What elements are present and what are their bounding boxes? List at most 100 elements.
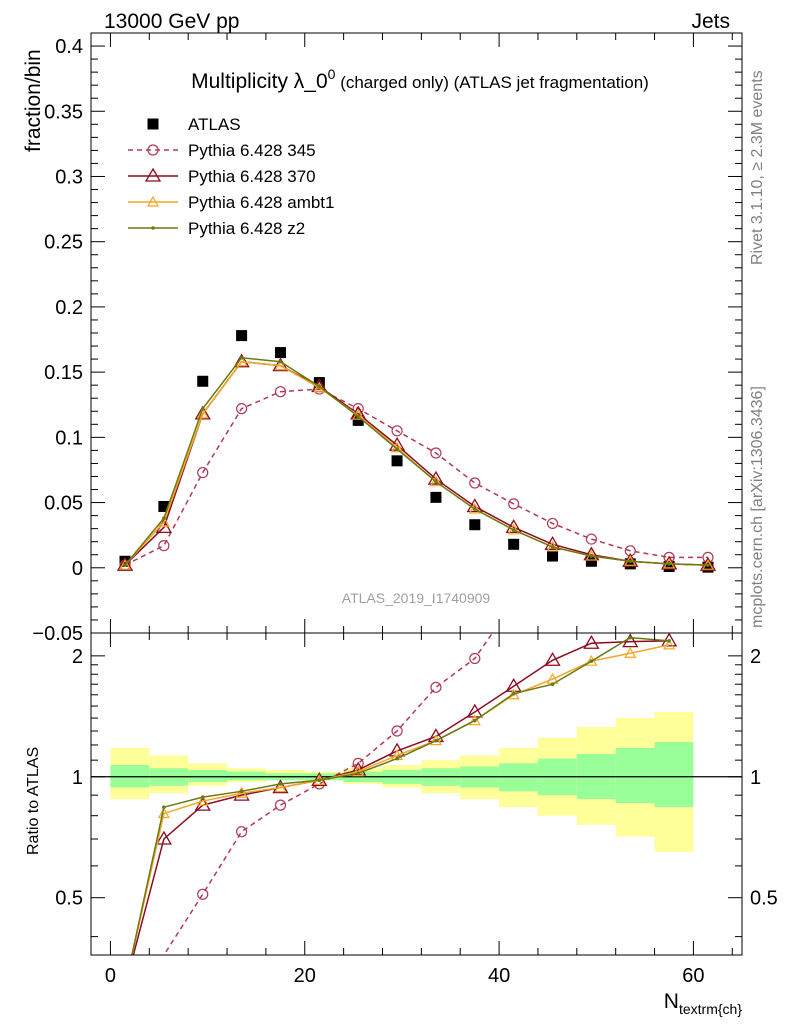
main-point-atlas [702,561,714,573]
main-point-atlas [197,375,209,387]
main-point-z2 [123,563,127,567]
main-point-z2 [628,559,633,564]
main-point-p345 [702,551,714,563]
ratio-point-ambt1 [196,794,209,806]
main-point-ambt1 [313,381,326,393]
main-point-p345 [158,540,170,552]
ratio-line-ambt1 [131,644,670,955]
main-point-p370 [194,405,211,420]
ratio-point-ambt1 [274,781,287,793]
ratio-point-p370 [505,677,522,692]
ratio-point-z2 [317,778,322,783]
ratio-ytick-label: 0.5 [55,888,83,910]
main-point-ambt1 [429,475,442,487]
main-ytick-label: 0.35 [44,101,83,123]
main-ytick-label: 0.2 [55,297,83,319]
main-point-p345 [508,498,520,510]
main-point-p370 [505,519,522,533]
xlabel: Ntextrm{ch} [664,990,743,1017]
analysis-watermark: ATLAS_2019_I1740909 [342,590,491,606]
main-point-p345 [469,477,481,489]
ratio-axes: 0.5 0.51 12 20 20 40 60 [55,632,778,987]
main-point-p370 [116,556,134,571]
ratio-point-z2 [628,635,633,640]
main-point-z2 [550,545,555,549]
ratio-point-p370 [583,634,600,649]
ratio-point-z2 [589,659,594,663]
main-point-p370 [233,353,250,368]
ratio-point-ambt1 [507,688,520,700]
mcplots-label: mcplots.cern.ch [arXiv:1306.3436] [749,386,766,628]
main-point-p345 [585,533,597,545]
main-line-p345 [124,388,708,566]
main-point-p370 [544,536,561,550]
ratio-series-z2 [131,635,671,955]
main-point-ambt1 [274,359,287,371]
main-point-atlas [585,555,597,567]
legend-label-p345: Pythia 6.428 345 [188,141,316,160]
ratio-frame [90,632,743,956]
legend-label-atlas: ATLAS [188,115,241,134]
main-point-z2 [278,359,283,364]
header-right: Jets [691,10,730,33]
main-line-p370 [124,360,709,566]
legend-marker-p370 [144,167,162,182]
ratio-point-p345 [430,681,442,693]
xlabel-subscript: textrm{ch} [679,1001,742,1017]
ratio-point-ambt1 [624,647,637,658]
ratio-point-ambt1 [663,638,676,650]
ratio-point-z2 [472,718,477,723]
main-point-z2 [589,554,594,558]
main-point-z2 [667,562,671,566]
main-ytick-label: 0.25 [44,232,83,254]
ratio-point-z2 [162,805,166,809]
ratio-ytick-label: 2 [72,646,83,668]
ratio-series-ambt1 [131,638,676,955]
main-point-z2 [200,406,205,411]
main-point-p345 [197,466,209,479]
main-point-ambt1 [468,502,481,514]
ratio-point-ambt1 [352,765,365,777]
ratio-point-ambt1 [585,654,598,666]
main-title-text: Multiplicity λ_0 [191,70,328,93]
main-axes: −0.05 0 0.05 0.1 0.15 0.2 0.25 0.3 0.35 0.4 [32,32,743,645]
main-point-atlas [352,414,364,426]
band-inner [615,747,655,804]
xtick-label: 40 [488,965,510,987]
legend-label-z2: Pythia 6.428 z2 [188,219,305,238]
main-point-z2 [511,528,516,532]
ratio-point-p345 [469,652,481,665]
band-inner [227,771,266,781]
ratio-uncertainty-band [91,711,742,852]
main-series-layer [116,330,717,573]
main-point-p345 [274,386,287,398]
ratio-point-z2 [434,738,438,743]
main-point-z2 [434,479,438,484]
ratio-point-z2 [200,795,205,799]
ratio-point-z2 [550,682,555,687]
ratio-series-layer [131,633,678,955]
main-line-ambt1 [124,360,709,566]
main-point-atlas [236,330,248,342]
main-ytick-label: 0.1 [55,427,83,449]
ratio-point-p370 [466,703,483,718]
xtick-label: 60 [682,965,704,987]
main-point-ambt1 [196,407,209,419]
ratio-series-p345 [162,633,494,955]
ratio-point-p370 [194,796,211,811]
band-inner [188,769,228,783]
xlabel-main: N [664,990,679,1013]
rivet-label: Rivet 3.1.10, ≥ 2.3M events [749,70,766,265]
main-point-z2 [395,447,399,451]
ratio-point-z2 [667,639,671,643]
main-point-atlas [547,550,559,562]
header-left: 13000 GeV pp [104,10,239,33]
ratio-point-p345 [236,826,248,838]
legend-label-ambt1: Pythia 6.428 ambt1 [188,193,334,212]
main-point-z2 [706,563,710,567]
main-ytick-label: 0.15 [44,362,83,384]
main-series-p370 [116,353,717,571]
ratio-point-z2 [356,771,361,776]
main-ytick-label: 0.3 [55,166,83,188]
main-point-z2 [317,384,322,389]
